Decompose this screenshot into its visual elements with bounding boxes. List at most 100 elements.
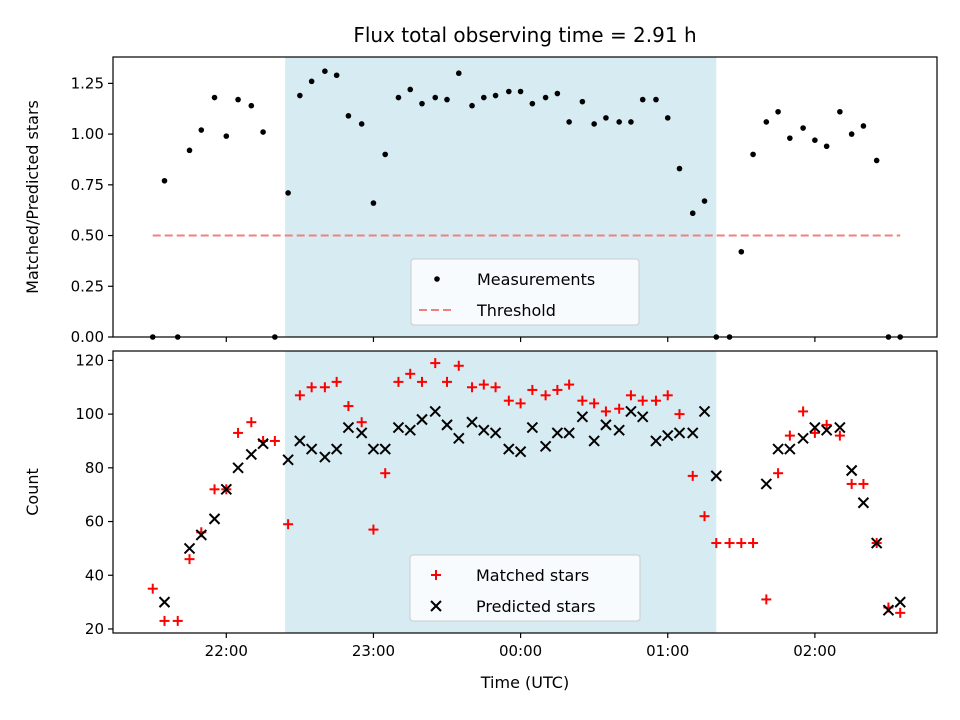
data-point — [857, 497, 870, 509]
data-point — [895, 607, 906, 618]
data-point — [576, 411, 589, 423]
data-point — [639, 96, 646, 103]
data-point — [232, 462, 244, 474]
data-point — [161, 177, 168, 184]
data-point — [701, 198, 708, 204]
data-point — [566, 119, 572, 125]
data-point — [379, 443, 391, 455]
data-point — [370, 200, 377, 206]
data-point — [430, 358, 441, 369]
data-point — [158, 596, 171, 608]
legend-entry: Predicted stars — [430, 597, 596, 616]
data-point — [784, 430, 795, 441]
data-point — [514, 446, 527, 458]
data-point — [453, 360, 464, 371]
data-point — [260, 129, 266, 135]
data-point — [517, 88, 524, 95]
data-point — [319, 382, 330, 393]
data-point — [564, 379, 575, 390]
data-point — [738, 248, 745, 255]
data-point — [600, 406, 611, 417]
data-point — [172, 615, 183, 626]
y-tick-label: 0.75 — [71, 176, 104, 194]
data-point — [653, 96, 659, 103]
data-point — [208, 513, 221, 525]
data-point — [763, 119, 770, 125]
data-point — [616, 119, 622, 125]
data-point — [860, 123, 867, 129]
data-point — [466, 416, 478, 428]
y-tick-label: 0.25 — [71, 277, 104, 295]
data-point — [540, 390, 551, 401]
data-point — [748, 538, 759, 549]
x-tick-label: 01:00 — [646, 642, 689, 660]
data-point — [233, 427, 244, 438]
data-point — [478, 379, 489, 390]
y-axis-label: Matched/Predicted stars — [23, 100, 42, 294]
x-tick-label: 02:00 — [793, 642, 836, 660]
data-point — [294, 435, 306, 447]
y-tick-label: 20 — [85, 620, 104, 638]
data-point — [404, 424, 416, 436]
data-point — [333, 72, 340, 79]
data-point — [554, 90, 561, 97]
y-tick-label: 0.50 — [71, 227, 104, 245]
data-point — [331, 376, 342, 387]
top-panel: 0.00 0.25 0.50 0.75 1.00 1.25 Matched/Predicte… — [23, 56, 938, 346]
chart-title: Flux total observing time = 2.91 h — [353, 23, 696, 47]
data-point — [628, 119, 634, 125]
legend-marker-dot — [434, 276, 440, 282]
data-point — [220, 483, 233, 496]
legend: Matched stars Predicted stars — [409, 554, 641, 622]
data-point — [613, 424, 625, 436]
data-point — [687, 470, 698, 481]
data-point — [467, 382, 478, 393]
data-point — [322, 68, 328, 75]
data-point — [834, 430, 845, 441]
data-point — [662, 390, 673, 401]
data-point — [343, 401, 354, 412]
data-point — [195, 529, 207, 541]
data-point — [246, 417, 257, 428]
data-point — [294, 390, 305, 401]
data-point — [492, 92, 499, 99]
data-point — [637, 411, 649, 423]
data-point — [674, 409, 685, 420]
data-point — [837, 108, 843, 115]
data-point — [416, 413, 428, 426]
data-point — [211, 94, 218, 101]
data-point — [784, 443, 796, 455]
y-tick-label: 1.25 — [71, 74, 104, 92]
data-point — [846, 478, 857, 489]
data-point — [551, 427, 564, 439]
data-point — [469, 102, 475, 109]
data-point — [600, 419, 612, 431]
data-point — [355, 427, 368, 439]
data-point — [563, 427, 575, 439]
data-point — [821, 419, 832, 430]
legend-label: Matched stars — [476, 566, 589, 585]
data-point — [760, 478, 773, 490]
data-point — [490, 382, 501, 393]
bottom-panel: 20 40 60 80 100 120 22:00 23:00 00:00 01:00 02:00 C… — [23, 350, 938, 692]
y-tick-label: 0.00 — [71, 328, 104, 346]
y-axis-label: Count — [23, 468, 42, 516]
data-point — [419, 100, 425, 107]
data-point — [245, 448, 258, 461]
legend-box — [409, 554, 641, 622]
data-point — [407, 86, 414, 93]
data-point — [248, 102, 255, 109]
data-point — [297, 92, 303, 99]
legend: Measurements Threshold — [410, 258, 640, 326]
data-point — [772, 443, 784, 455]
data-point — [664, 115, 671, 121]
data-point — [429, 405, 441, 418]
data-point — [673, 427, 686, 439]
x-axis-label: Time (UTC) — [480, 673, 569, 692]
data-point — [209, 484, 220, 495]
data-point — [526, 421, 539, 434]
data-point — [367, 443, 380, 455]
data-point — [198, 127, 205, 133]
data-point — [306, 382, 317, 393]
